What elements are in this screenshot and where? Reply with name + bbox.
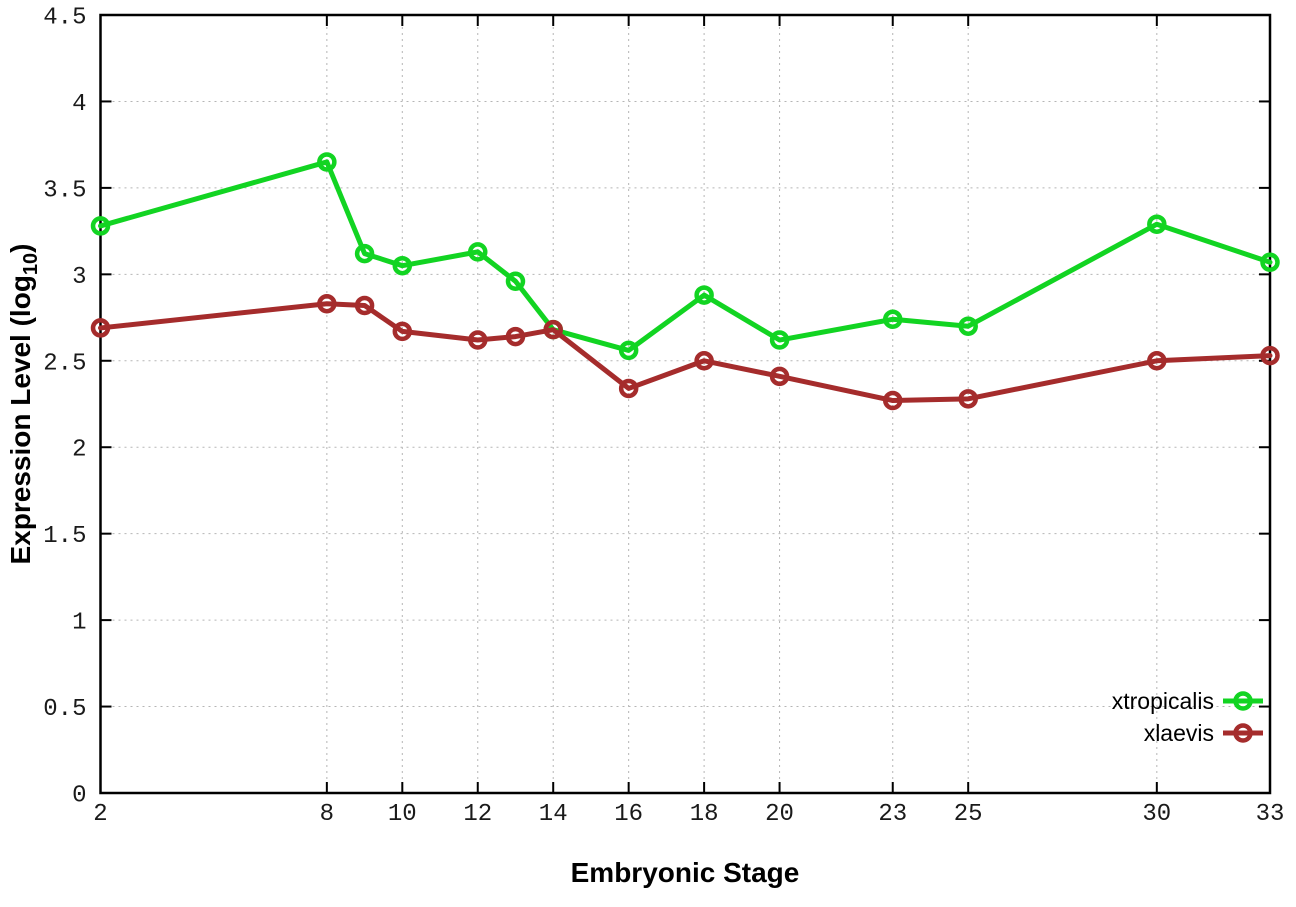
- data-point-xtropicalis: [392, 255, 413, 276]
- data-point-xlaevis: [468, 330, 488, 350]
- legend-label-xtropicalis: xtropicalis: [1112, 688, 1214, 714]
- data-point-xlaevis: [317, 293, 337, 314]
- x-tick-label: 2: [93, 801, 107, 828]
- y-tick-labels: 0 0.5 1 1.5 2 2.5 3 3.5 4 4.5: [43, 5, 86, 810]
- data-point-xtropicalis: [958, 316, 978, 336]
- x-tick-label: 20: [765, 801, 794, 828]
- data-point-xlaevis: [1260, 345, 1280, 366]
- data-point-xtropicalis: [505, 271, 526, 291]
- y-tick-label: 2.5: [43, 350, 86, 377]
- data-point-xtropicalis: [354, 243, 375, 264]
- x-tick-label: 10: [388, 801, 417, 828]
- series-line-xtropicalis: [98, 159, 1273, 353]
- data-point-xlaevis: [505, 326, 526, 347]
- y-tick-label: 0.5: [43, 696, 86, 723]
- data-point-xlaevis: [958, 389, 978, 409]
- data-point-xlaevis: [90, 318, 111, 338]
- x-tick-label: 12: [463, 801, 492, 828]
- data-point-xtropicalis: [1147, 214, 1167, 234]
- series-xtropicalis: [90, 152, 1280, 361]
- y-tick-label: 1: [72, 610, 86, 637]
- data-point-xlaevis: [392, 321, 413, 342]
- data-point-xlaevis: [882, 390, 903, 411]
- data-point-xtropicalis: [468, 242, 488, 262]
- legend: xtropicalis xlaevis: [1112, 688, 1263, 746]
- plot-border-rect: [99, 13, 1272, 795]
- y-axis-title-close: ): [5, 244, 36, 253]
- series-line-xlaevis: [98, 301, 1273, 404]
- legend-entry-xtropicalis: xtropicalis: [1112, 688, 1263, 714]
- x-tick-label: 33: [1256, 801, 1285, 828]
- x-tick-label: 30: [1142, 801, 1171, 828]
- y-tick-label: 2: [72, 437, 86, 464]
- x-tick-label: 14: [539, 801, 568, 828]
- y-tick-label: 4: [72, 91, 86, 118]
- x-tick-label: 18: [690, 801, 719, 828]
- legend-marker-xlaevis: [1233, 723, 1253, 743]
- x-tick-label: 25: [954, 801, 983, 828]
- data-point-xlaevis: [1147, 351, 1167, 371]
- axis-ticks: [99, 14, 1271, 794]
- legend-label-xlaevis: xlaevis: [1144, 720, 1214, 746]
- data-point-xtropicalis: [90, 216, 111, 236]
- y-axis-title-main: Expression Level (log: [5, 275, 36, 564]
- y-tick-label: 0: [72, 783, 86, 810]
- y-tick-label: 4.5: [43, 5, 86, 32]
- x-tick-label: 8: [320, 801, 334, 828]
- x-tick-label: 16: [614, 801, 643, 828]
- y-tick-label: 1.5: [43, 523, 86, 550]
- data-point-xlaevis: [769, 366, 790, 387]
- data-point-xtropicalis: [618, 340, 639, 361]
- data-point-xtropicalis: [317, 152, 337, 172]
- gridlines: [100, 14, 1271, 794]
- data-point-xtropicalis: [694, 285, 714, 305]
- legend-marker-xtropicalis: [1233, 691, 1253, 711]
- data-point-xlaevis: [618, 378, 639, 399]
- x-axis-title: Embryonic Stage: [571, 857, 800, 888]
- y-tick-label: 3: [72, 264, 86, 291]
- y-axis-title: Expression Level (log10): [5, 244, 42, 565]
- y-axis-title-subscript: 10: [20, 253, 42, 275]
- data-point-xtropicalis: [882, 309, 903, 330]
- data-point-xlaevis: [354, 295, 375, 316]
- data-point-xlaevis: [694, 351, 714, 371]
- data-point-xtropicalis: [1260, 252, 1280, 272]
- legend-entry-xlaevis: xlaevis: [1144, 720, 1263, 746]
- x-tick-labels: 2 8 10 12 14 16 18 20 23 25 30 33: [93, 801, 1284, 828]
- x-tick-label: 23: [878, 801, 907, 828]
- plot-border: [99, 13, 1272, 795]
- data-point-xlaevis: [543, 319, 563, 340]
- y-tick-label: 3.5: [43, 177, 86, 204]
- data-series: [90, 152, 1280, 411]
- data-point-xtropicalis: [769, 330, 790, 350]
- series-xlaevis: [90, 293, 1280, 411]
